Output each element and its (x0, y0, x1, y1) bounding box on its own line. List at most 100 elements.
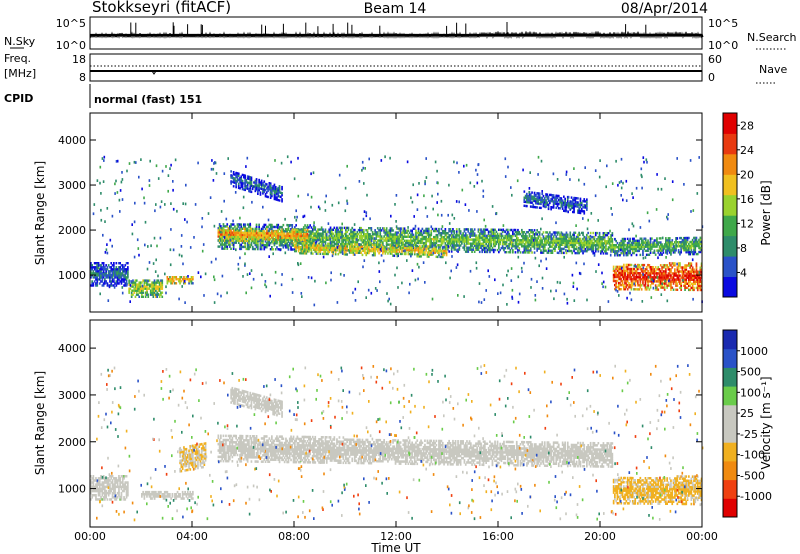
heatmap-cell (217, 227, 220, 230)
heatmap-cell (478, 238, 481, 241)
heatmap-cell (276, 223, 278, 227)
heatmap-cell (537, 235, 540, 238)
heatmap-cell (271, 194, 273, 198)
heatmap-cell (276, 230, 278, 233)
heatmap-cell (448, 242, 450, 245)
heatmap-cell (691, 278, 694, 281)
heatmap-cell (119, 266, 121, 269)
heatmap-cell (290, 232, 292, 236)
heatmap-cell (662, 278, 665, 281)
heatmap-cell (245, 187, 248, 190)
heatmap-cell (672, 243, 675, 246)
heatmap-cell (645, 276, 648, 279)
heatmap-cell (123, 270, 125, 273)
heatmap-cell (104, 274, 106, 277)
heatmap-cell (345, 230, 347, 234)
heatmap-cell (651, 270, 653, 273)
heatmap-cell (339, 234, 342, 238)
heatmap-cell (101, 280, 104, 283)
heatmap-cell (101, 262, 104, 265)
heatmap-cell (556, 243, 559, 246)
heatmap-cell (336, 230, 338, 233)
heatmap-cell (374, 233, 376, 236)
heatmap-cell (482, 246, 485, 250)
heatmap-cell (450, 234, 453, 237)
heatmap-cell (259, 229, 262, 233)
heatmap-cell (552, 243, 555, 246)
heatmap-cell (104, 278, 106, 281)
heatmap-cell (662, 286, 665, 289)
heatmap-cell (633, 288, 635, 291)
heatmap-cell (596, 231, 598, 235)
heatmap-cell (583, 239, 586, 243)
heatmap-cell (324, 232, 327, 235)
heatmap-cell (264, 223, 267, 227)
heatmap-cell (634, 284, 637, 287)
heatmap-cell (615, 239, 617, 243)
heatmap-cell (693, 252, 695, 256)
heatmap-cell (411, 253, 413, 256)
heatmap-cell (333, 244, 336, 248)
heatmap-cell (538, 243, 541, 246)
heatmap-cell (649, 270, 652, 273)
heatmap-cell (139, 281, 142, 284)
heatmap-cell (401, 248, 403, 252)
heatmap-cell (356, 232, 359, 236)
heatmap-cell (537, 247, 540, 250)
heatmap-cell (518, 247, 521, 250)
heatmap-cell (366, 237, 369, 240)
heatmap-cell (265, 228, 268, 231)
heatmap-cell (659, 247, 662, 250)
heatmap-cell (694, 236, 697, 240)
heatmap-cell (434, 247, 436, 250)
heatmap-cell (310, 248, 313, 251)
heatmap-cell (638, 278, 640, 281)
heatmap-cell (385, 250, 388, 253)
heatmap-cell (255, 180, 258, 183)
heatmap-cell (605, 250, 607, 253)
heatmap-cell (398, 250, 401, 253)
heatmap-cell (444, 230, 447, 233)
heatmap-cell (503, 242, 505, 246)
heatmap-cell (532, 241, 535, 244)
heatmap-cell (345, 251, 347, 254)
heatmap-cell (535, 243, 537, 246)
heatmap-cell (438, 227, 440, 231)
heatmap-cell (342, 243, 345, 246)
heatmap-cell (584, 239, 587, 243)
heatmap-cell (438, 244, 440, 247)
heatmap-cell (621, 281, 624, 285)
heatmap-cell (663, 286, 666, 289)
heatmap-cell (676, 284, 679, 287)
heatmap-cell (444, 232, 447, 235)
heatmap-cell (542, 235, 545, 238)
heatmap-cell (350, 240, 352, 244)
heatmap-cell (505, 238, 508, 242)
heatmap-cell (329, 246, 332, 250)
beam-title: Beam 14 (364, 1, 427, 17)
heatmap-cell (642, 276, 644, 279)
heatmap-cell (694, 274, 697, 277)
heatmap-cell (695, 276, 698, 279)
heatmap-cell (547, 249, 550, 252)
heatmap-cell (318, 238, 320, 241)
heatmap-cell (271, 223, 273, 227)
heatmap-cell (230, 235, 232, 238)
heatmap-cell (662, 276, 665, 279)
heatmap-cell (161, 279, 164, 282)
heatmap-cell (322, 252, 324, 255)
heatmap-cell (264, 232, 267, 235)
heatmap-cell (302, 228, 305, 231)
heatmap-cell (106, 274, 109, 277)
heatmap-cell (625, 263, 628, 267)
heatmap-cell (220, 235, 222, 238)
heatmap-cell (260, 239, 263, 243)
heatmap-cell (237, 186, 240, 190)
heatmap-cell (309, 240, 311, 243)
heatmap-cell (422, 229, 425, 233)
heatmap-cell (629, 286, 631, 289)
heatmap-cell (323, 244, 325, 248)
heatmap-cell (598, 244, 601, 247)
heatmap-cell (439, 255, 442, 259)
heatmap-cell (453, 248, 456, 251)
